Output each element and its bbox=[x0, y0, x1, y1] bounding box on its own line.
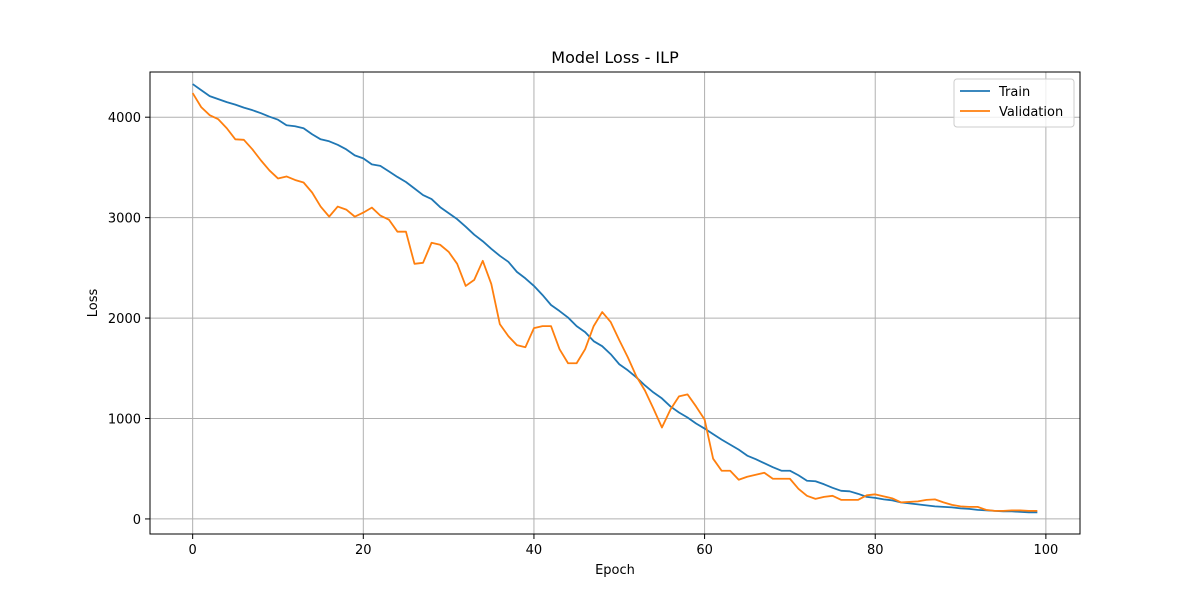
y-axis-label: Loss bbox=[86, 289, 101, 318]
x-axis-label: Epoch bbox=[595, 563, 635, 578]
x-tick-label: 60 bbox=[696, 543, 713, 558]
legend: Train Validation bbox=[953, 78, 1075, 128]
x-tick-label: 0 bbox=[189, 543, 197, 558]
series-line-train bbox=[192, 83, 1038, 514]
series-line-validation bbox=[191, 92, 1038, 512]
y-axis-ticks: 0 1000 2000 3000 4000 bbox=[108, 111, 150, 528]
series-lines bbox=[191, 83, 1038, 514]
y-tick-label: 4000 bbox=[108, 111, 141, 126]
x-tick-label: 20 bbox=[355, 543, 372, 558]
plot-frame bbox=[149, 71, 1081, 535]
chart-title: Model Loss - ILP bbox=[551, 48, 679, 67]
legend-label-train: Train bbox=[998, 85, 1030, 100]
x-axis-ticks: 0 20 40 60 80 100 bbox=[189, 534, 1058, 558]
grid bbox=[150, 72, 1080, 534]
legend-label-validation: Validation bbox=[999, 105, 1063, 120]
x-tick-label: 40 bbox=[526, 543, 543, 558]
x-tick-label: 80 bbox=[867, 543, 884, 558]
y-tick-label: 0 bbox=[133, 513, 141, 528]
y-tick-label: 1000 bbox=[108, 413, 141, 428]
y-tick-label: 3000 bbox=[108, 212, 141, 227]
y-tick-label: 2000 bbox=[108, 312, 141, 327]
x-tick-label: 100 bbox=[1033, 543, 1058, 558]
